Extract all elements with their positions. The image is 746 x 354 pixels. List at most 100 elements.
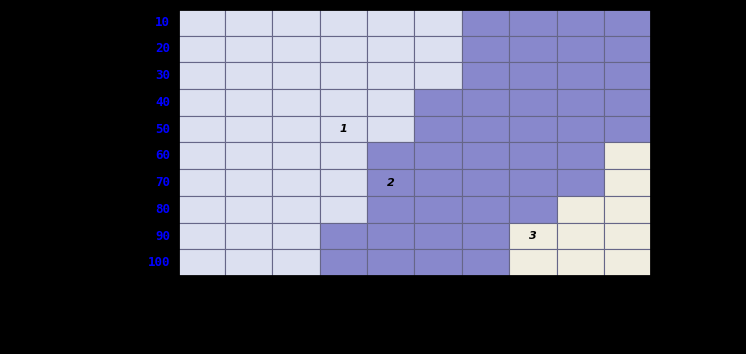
Bar xyxy=(225,142,272,169)
Bar xyxy=(462,116,510,143)
Bar xyxy=(225,169,272,196)
Bar xyxy=(557,223,604,249)
Bar xyxy=(415,89,462,116)
Bar xyxy=(604,62,651,89)
Text: 100: 100 xyxy=(148,256,170,269)
Bar xyxy=(225,9,272,36)
Bar xyxy=(604,196,651,223)
Bar xyxy=(415,62,462,89)
Bar xyxy=(225,116,272,143)
Text: 60: 60 xyxy=(155,149,170,162)
Bar xyxy=(320,169,367,196)
Bar xyxy=(367,62,415,89)
Bar xyxy=(225,62,272,89)
Text: 70: 70 xyxy=(155,176,170,189)
Bar xyxy=(272,249,320,276)
Bar xyxy=(367,9,415,36)
Bar xyxy=(225,249,272,276)
Bar xyxy=(367,89,415,116)
Text: 10: 10 xyxy=(155,16,170,29)
Bar xyxy=(178,89,225,116)
Bar xyxy=(178,196,225,223)
Bar xyxy=(320,142,367,169)
Text: 3: 3 xyxy=(529,231,536,241)
Bar xyxy=(178,223,225,249)
Bar xyxy=(178,116,225,143)
Text: 50: 50 xyxy=(155,122,170,136)
Bar xyxy=(557,142,604,169)
Bar xyxy=(462,9,510,36)
Bar xyxy=(320,116,367,143)
Bar xyxy=(415,116,462,143)
Bar xyxy=(415,9,462,36)
Bar xyxy=(604,249,651,276)
Bar xyxy=(320,62,367,89)
Bar xyxy=(178,249,225,276)
Bar xyxy=(225,89,272,116)
Bar xyxy=(510,116,557,143)
Bar xyxy=(557,169,604,196)
Bar xyxy=(462,142,510,169)
Bar xyxy=(557,36,604,62)
Bar xyxy=(178,169,225,196)
Bar xyxy=(604,223,651,249)
Text: 40: 40 xyxy=(155,96,170,109)
Bar xyxy=(367,223,415,249)
Bar xyxy=(225,36,272,62)
Bar xyxy=(557,249,604,276)
Bar xyxy=(510,36,557,62)
Bar xyxy=(415,223,462,249)
Bar xyxy=(178,62,225,89)
Bar xyxy=(225,196,272,223)
Bar xyxy=(367,249,415,276)
Bar xyxy=(604,36,651,62)
Bar xyxy=(320,89,367,116)
Bar xyxy=(604,9,651,36)
Bar xyxy=(462,196,510,223)
Text: 30: 30 xyxy=(155,69,170,82)
Bar xyxy=(367,169,415,196)
Bar xyxy=(557,9,604,36)
Bar xyxy=(510,142,557,169)
Bar xyxy=(510,223,557,249)
Bar xyxy=(557,116,604,143)
Bar xyxy=(272,36,320,62)
Bar xyxy=(272,223,320,249)
Bar xyxy=(510,9,557,36)
Text: 1: 1 xyxy=(339,124,347,134)
Bar xyxy=(320,9,367,36)
Text: 80: 80 xyxy=(155,203,170,216)
Bar xyxy=(557,89,604,116)
Bar xyxy=(367,142,415,169)
Bar xyxy=(415,142,462,169)
Bar xyxy=(320,196,367,223)
Bar xyxy=(272,142,320,169)
Bar xyxy=(415,196,462,223)
Bar xyxy=(510,89,557,116)
Bar xyxy=(462,62,510,89)
Bar xyxy=(462,36,510,62)
Bar xyxy=(178,9,225,36)
Bar xyxy=(462,169,510,196)
Bar xyxy=(272,116,320,143)
Bar xyxy=(604,142,651,169)
Bar xyxy=(272,196,320,223)
Bar xyxy=(178,36,225,62)
Bar xyxy=(225,223,272,249)
Bar xyxy=(320,249,367,276)
Text: 2: 2 xyxy=(387,178,395,188)
Bar xyxy=(320,223,367,249)
Bar xyxy=(272,62,320,89)
Bar xyxy=(510,249,557,276)
Bar xyxy=(557,196,604,223)
Bar xyxy=(604,89,651,116)
Bar xyxy=(178,142,225,169)
Bar xyxy=(272,9,320,36)
Bar xyxy=(604,169,651,196)
Bar xyxy=(415,169,462,196)
Bar xyxy=(367,116,415,143)
Bar xyxy=(510,62,557,89)
Bar xyxy=(367,36,415,62)
Bar xyxy=(462,223,510,249)
Bar xyxy=(604,116,651,143)
